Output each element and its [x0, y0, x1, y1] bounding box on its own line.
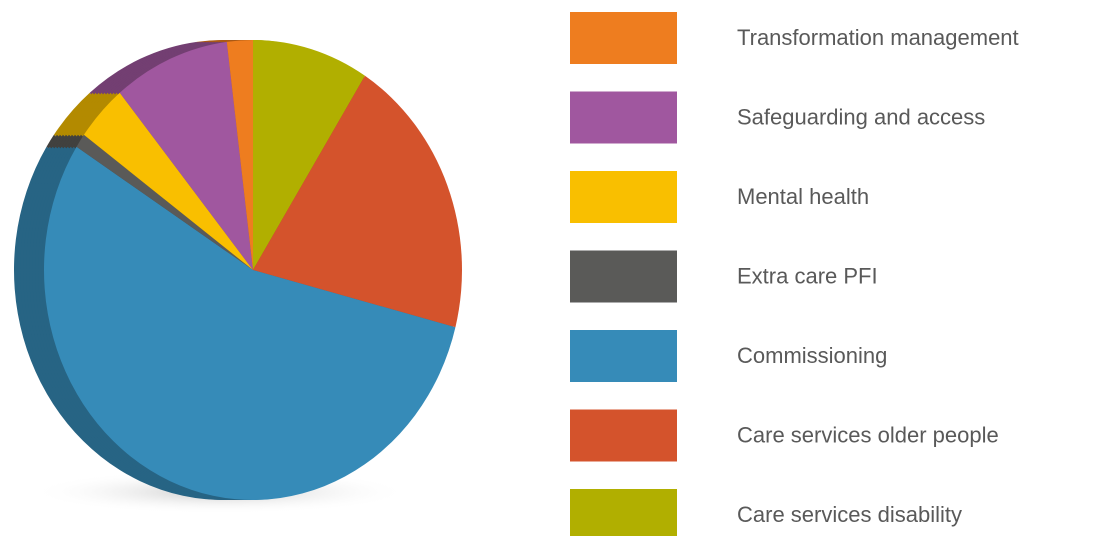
legend-swatch: [570, 250, 677, 303]
legend-label: Extra care PFI: [737, 263, 878, 288]
legend-label: Care services disability: [737, 502, 962, 527]
pie-slice: [226, 40, 253, 270]
pie-slice: [83, 92, 253, 270]
legend-swatch: [570, 12, 677, 64]
pie-slice: [253, 40, 365, 270]
pie-slice: [76, 134, 253, 270]
legend-label: Safeguarding and access: [737, 104, 985, 129]
legend-swatch: [570, 489, 677, 536]
legend-label: Commissioning: [737, 343, 887, 368]
pie-slice: [119, 41, 254, 271]
pie-face: [43, 40, 462, 501]
legend-swatch: [570, 330, 677, 382]
legend-swatch: [570, 171, 677, 223]
legend-label: Transformation management: [737, 25, 1019, 50]
legend-label: Care services older people: [737, 422, 999, 447]
pie-slice: [253, 75, 462, 328]
legend: Transformation management Safeguarding an…: [570, 12, 1019, 536]
legend-swatch: [570, 409, 677, 462]
pie-slice: [43, 146, 456, 501]
legend-label: Mental health: [737, 184, 869, 209]
legend-swatch: [570, 91, 677, 144]
